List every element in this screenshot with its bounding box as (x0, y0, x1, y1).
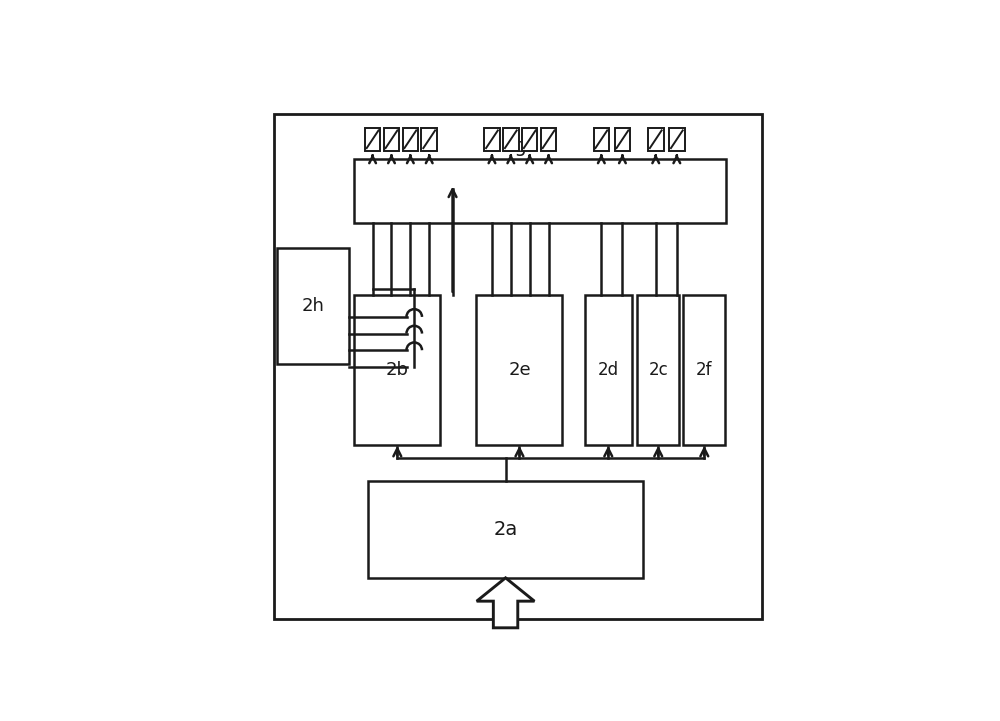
Text: 2h: 2h (301, 297, 324, 315)
Bar (615, 128, 630, 151)
Text: 2f: 2f (696, 360, 713, 379)
Bar (484, 128, 500, 151)
Bar (648, 128, 664, 151)
Bar (503, 128, 519, 151)
Bar (368, 481, 643, 578)
Bar (669, 128, 685, 151)
Text: 2a: 2a (493, 520, 518, 539)
Bar (421, 128, 437, 151)
Bar (541, 128, 556, 151)
Text: 2c: 2c (648, 360, 668, 379)
Bar (403, 128, 418, 151)
Text: 2d: 2d (598, 360, 619, 379)
Text: 2b: 2b (386, 360, 409, 379)
Bar (384, 128, 399, 151)
Bar (585, 295, 632, 445)
Bar (277, 247, 349, 364)
Bar (476, 295, 562, 445)
Bar (683, 295, 725, 445)
Text: 2g: 2g (503, 137, 528, 156)
Bar (594, 128, 609, 151)
Bar (354, 295, 440, 445)
Bar (365, 128, 380, 151)
Polygon shape (477, 578, 534, 628)
Bar (274, 114, 762, 619)
Bar (637, 295, 679, 445)
Bar (522, 128, 537, 151)
Text: 2e: 2e (508, 360, 531, 379)
Bar (354, 159, 726, 223)
